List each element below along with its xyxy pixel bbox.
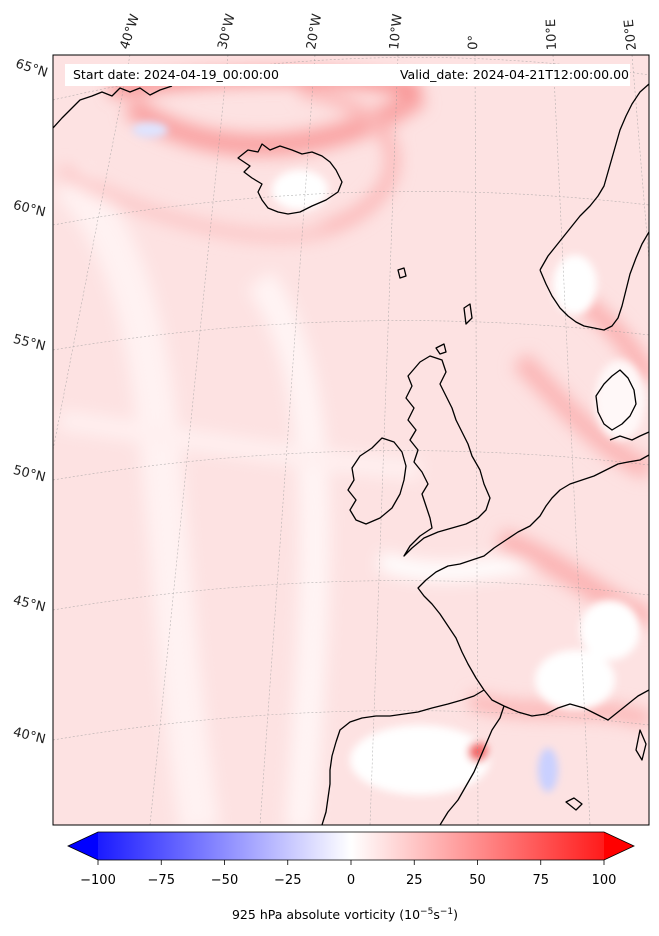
lat-label-45: 45°N [12,593,47,615]
colorbar-tick-label: 25 [406,873,423,888]
colorbar-tick-label: −75 [148,873,175,888]
greenland-coast [53,85,173,129]
baltic-coast [609,431,649,441]
colorbar-tick-label: 75 [532,873,549,888]
colorbar-tick-label: −25 [274,873,301,888]
lon-label-10e: 10°E [544,19,560,51]
lat-label-65: 65°N [14,57,50,81]
weak-vorticity-patches [132,122,645,795]
lon-label-10w: 10°W [387,13,406,50]
orkney-islands [435,343,447,355]
colorbar: 925 hPa absolute vorticity (10−5s−1) [67,831,635,922]
lon-label-40w: 40°W [118,12,143,51]
lon-label-20w: 20°W [304,13,325,51]
norway-coast [539,83,649,331]
iceland-coast [237,143,343,215]
denmark-coast [595,369,637,431]
lon-label-0: 0° [466,35,482,50]
map-panel [53,55,649,825]
lon-label-30w: 30°W [215,12,238,51]
portugal-coast [321,741,337,825]
longitude-labels: 40°W 30°W 20°W 10°W 0° 10°E 20°E [118,12,640,51]
colorbar-tick-label: 50 [469,873,486,888]
mediterranean-coast [483,689,649,721]
lat-label-55: 55°N [12,332,47,354]
lat-label-50: 50°N [12,463,47,485]
spain-east-coast [439,705,505,825]
corsica-coast [635,729,647,761]
colorbar-low-extension [68,832,98,860]
colorbar-ticks [97,860,605,865]
start-date-label: Start date: 2024-04-19_00:00:00 [73,67,279,82]
header-band [65,64,630,86]
ireland-coast [347,437,407,525]
colorbar-high-extension [604,832,634,860]
continental-coast [417,454,649,691]
faroe-islands [397,267,407,279]
coastlines [53,83,649,825]
lon-label-20e: 20°E [622,18,640,51]
valid-date-label: Valid_date: 2024-04-21T12:00:00.00 [400,67,629,82]
colorbar-tick-label: 0 [347,873,355,888]
colorbar-tick-label: −50 [211,873,238,888]
map-frame [52,54,650,826]
great-britain-coast [403,355,491,557]
colorbar-tick-label: 100 [592,873,617,888]
lat-label-60: 60°N [12,198,47,220]
shetland-islands [463,303,473,325]
iberia-north-coast [335,689,485,743]
colorbar-label: 925 hPa absolute vorticity (10−5s−1) [232,907,458,922]
colorbar-body [68,832,634,860]
balearic-coast [565,797,583,811]
latitude-labels: 65°N 60°N 55°N 50°N 45°N 40°N [12,57,50,748]
lat-label-40: 40°N [12,725,47,747]
colorbar-tick-label: −100 [80,873,116,888]
